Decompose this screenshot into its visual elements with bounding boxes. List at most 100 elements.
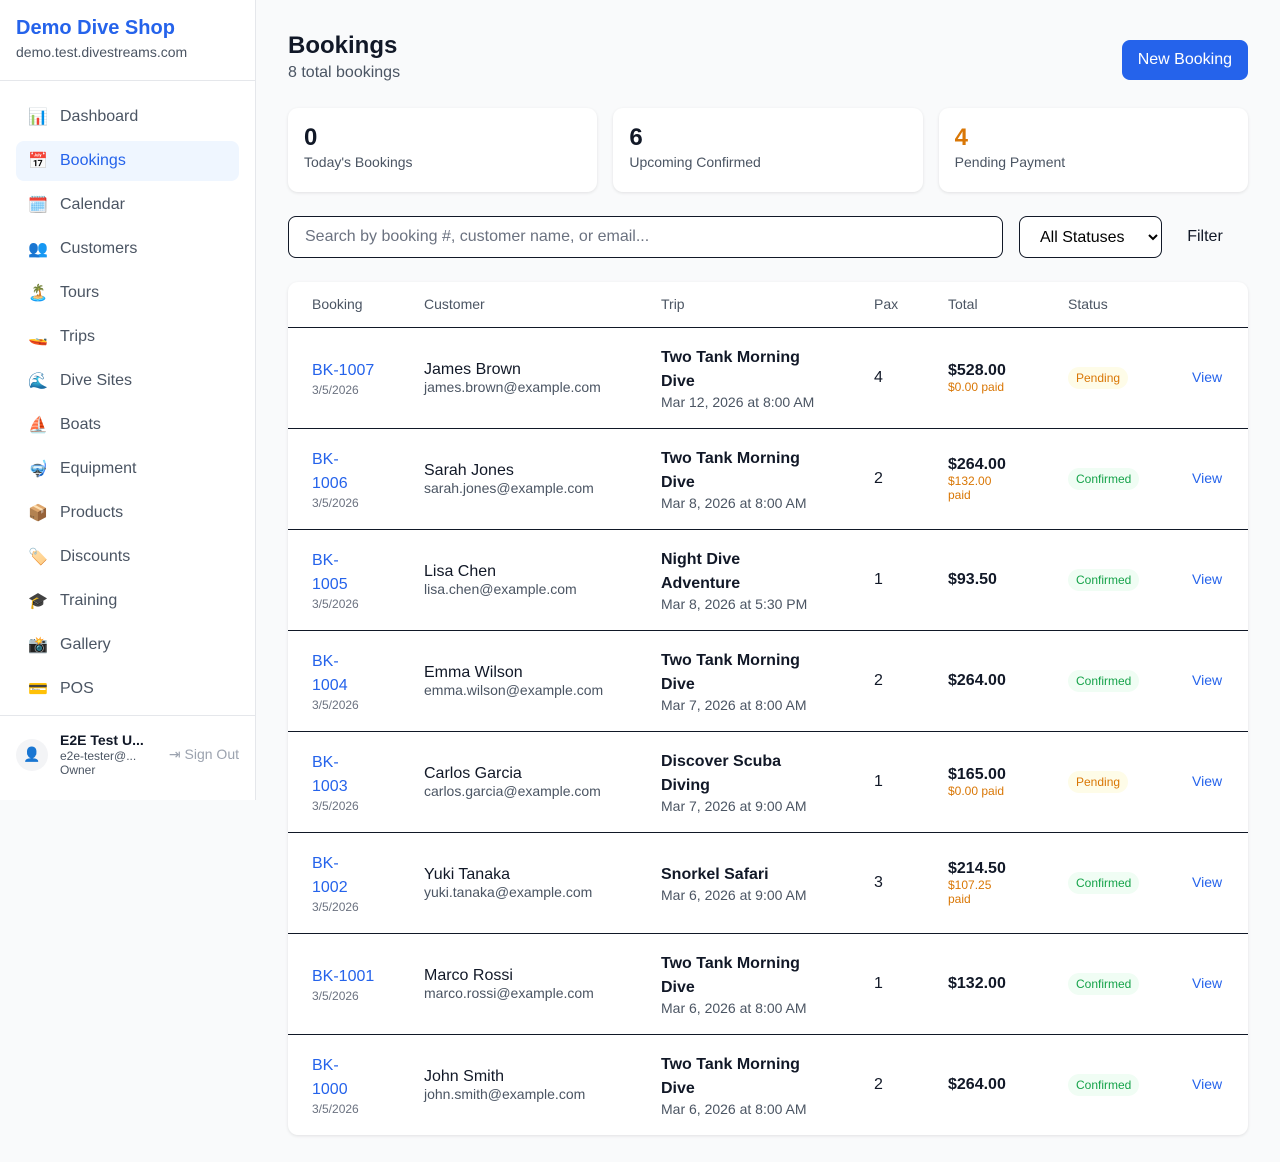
sailboat-icon: ⛵: [28, 417, 48, 434]
speedboat-icon: 🚤: [28, 329, 48, 346]
total: $132.00: [948, 974, 1006, 992]
credit-card-icon: 💳: [28, 681, 48, 698]
customer-email: carlos.garcia@example.com: [424, 782, 601, 799]
search-input[interactable]: [288, 216, 1003, 258]
view-link[interactable]: View: [1192, 570, 1223, 587]
total: $165.00: [948, 765, 1006, 783]
sidebar-item-label: Calendar: [60, 196, 125, 213]
stat-value: 6: [629, 124, 643, 151]
trip-date: Mar 7, 2026 at 9:00 AM: [661, 797, 807, 814]
view-link[interactable]: View: [1192, 469, 1223, 486]
customer-email: yuki.tanaka@example.com: [424, 883, 593, 900]
sidebar-item-label: POS: [60, 680, 94, 697]
booking-link[interactable]: BK-1007: [312, 361, 375, 379]
user-avatar-icon: 👤: [16, 738, 48, 771]
stat-value: 4: [954, 124, 969, 151]
user-email: e2e-tester@...: [60, 748, 137, 763]
status-badge: Confirmed: [1068, 669, 1140, 692]
view-link[interactable]: View: [1192, 873, 1223, 890]
customer-name: Lisa Chen: [424, 562, 497, 580]
booking-link[interactable]: BK-1002: [312, 854, 348, 896]
trip-name: Night Dive Adventure: [661, 550, 741, 592]
sidebar-item-trips[interactable]: 🚤 Trips: [16, 317, 239, 357]
total: $93.50: [948, 570, 997, 588]
sidebar-item-dashboard[interactable]: 📊 Dashboard: [16, 97, 239, 137]
customer-name: Yuki Tanaka: [424, 865, 510, 883]
view-link[interactable]: View: [1192, 974, 1223, 991]
sidebar-item-label: Customers: [60, 240, 138, 257]
sidebar-item-label: Equipment: [60, 460, 137, 477]
column-header: Trip: [637, 282, 850, 328]
filters: All Statuses Filter: [288, 216, 1248, 258]
stat-label: Pending Payment: [954, 154, 1066, 170]
customer-name: James Brown: [424, 360, 521, 378]
table-row: BK-1003 3/5/2026 Carlos Garcia carlos.garc…: [288, 731, 1248, 833]
total: $264.00: [948, 671, 1006, 689]
sidebar-item-label: Gallery: [60, 636, 111, 653]
page-subtitle: 8 total bookings: [288, 64, 401, 81]
sidebar-item-training[interactable]: 🎓 Training: [16, 581, 239, 621]
pax: 4: [850, 327, 924, 429]
sidebar-item-dive-sites[interactable]: 🌊 Dive Sites: [16, 361, 239, 401]
sidebar-item-tours[interactable]: 🏝️ Tours: [16, 273, 239, 313]
view-link[interactable]: View: [1192, 671, 1223, 688]
booking-link[interactable]: BK-1003: [312, 753, 348, 795]
total: $214.50: [948, 859, 1006, 877]
trip-date: Mar 7, 2026 at 8:00 AM: [661, 696, 807, 713]
total: $264.00: [948, 1075, 1006, 1093]
booking-date: 3/5/2026: [312, 988, 359, 1003]
column-header: Booking: [288, 282, 400, 328]
sidebar-item-products[interactable]: 📦 Products: [16, 493, 239, 533]
booking-date: 3/5/2026: [312, 596, 359, 611]
view-link[interactable]: View: [1192, 1075, 1223, 1092]
graduation-cap-icon: 🎓: [28, 593, 48, 610]
new-booking-button[interactable]: New Booking: [1121, 40, 1248, 80]
status-badge: Pending: [1068, 770, 1129, 793]
table-row: BK-1002 3/5/2026 Yuki Tanaka yuki.tanaka@e…: [288, 832, 1248, 934]
paid-amount: $132.00 paid: [948, 473, 992, 502]
user-role: Owner: [60, 763, 96, 778]
customer-name: Marco Rossi: [424, 966, 513, 984]
sidebar-item-boats[interactable]: ⛵ Boats: [16, 405, 239, 445]
stats-row: 0 Today's Bookings 6 Upcoming Confirmed 4 Pen…: [288, 108, 1248, 192]
pax: 2: [850, 630, 924, 732]
sidebar-item-pos[interactable]: 💳 POS: [16, 669, 239, 709]
booking-link[interactable]: BK-1006: [312, 450, 348, 492]
view-link[interactable]: View: [1192, 772, 1223, 789]
sidebar-item-calendar[interactable]: 🗓️ Calendar: [16, 185, 239, 225]
trip-date: Mar 6, 2026 at 9:00 AM: [661, 886, 807, 903]
booking-link[interactable]: BK-1001: [312, 967, 375, 985]
users-icon: 👥: [28, 241, 48, 258]
sidebar-nav: 📊 Dashboard 📅 Bookings 🗓️ Calendar 👥 Customers 🏝…: [0, 81, 255, 709]
pax: 1: [850, 731, 924, 833]
status-select[interactable]: All Statuses: [1019, 216, 1162, 258]
view-link[interactable]: View: [1192, 368, 1223, 385]
sidebar-item-customers[interactable]: 👥 Customers: [16, 229, 239, 269]
booking-date: 3/5/2026: [312, 798, 359, 813]
sidebar-item-label: Discounts: [60, 548, 131, 565]
filter-button[interactable]: Filter: [1187, 228, 1223, 245]
status-badge: Pending: [1068, 366, 1129, 389]
sidebar-item-bookings[interactable]: 📅 Bookings: [16, 141, 239, 181]
table-row: BK-1006 3/5/2026 Sarah Jones sarah.jones@e…: [288, 428, 1248, 530]
sidebar-item-label: Boats: [60, 416, 101, 433]
booking-link[interactable]: BK-1000: [312, 1056, 348, 1098]
booking-link[interactable]: BK-1005: [312, 551, 348, 593]
sidebar-item-equipment[interactable]: 🤿 Equipment: [16, 449, 239, 489]
trip-date: Mar 8, 2026 at 8:00 AM: [661, 494, 807, 511]
trip-name: Snorkel Safari: [661, 865, 769, 883]
sidebar-item-gallery[interactable]: 📸 Gallery: [16, 625, 239, 665]
booking-link[interactable]: BK-1004: [312, 652, 348, 694]
trip-date: Mar 6, 2026 at 8:00 AM: [661, 1100, 807, 1117]
sign-out-button[interactable]: ⇥ Sign Out: [169, 746, 239, 763]
column-header: Total: [924, 282, 1044, 328]
shop-name: Demo Dive Shop: [16, 17, 175, 39]
pax: 3: [850, 832, 924, 934]
pax: 2: [850, 428, 924, 530]
user-name: E2E Test U...: [60, 732, 144, 748]
trip-date: Mar 6, 2026 at 8:00 AM: [661, 999, 807, 1016]
shop-domain: demo.test.divestreams.com: [16, 44, 188, 60]
sidebar-item-discounts[interactable]: 🏷️ Discounts: [16, 537, 239, 577]
paid-amount: $0.00 paid: [948, 379, 1005, 394]
bookings-table: Booking Customer Trip Pax Total Status BK-100…: [288, 282, 1248, 1135]
